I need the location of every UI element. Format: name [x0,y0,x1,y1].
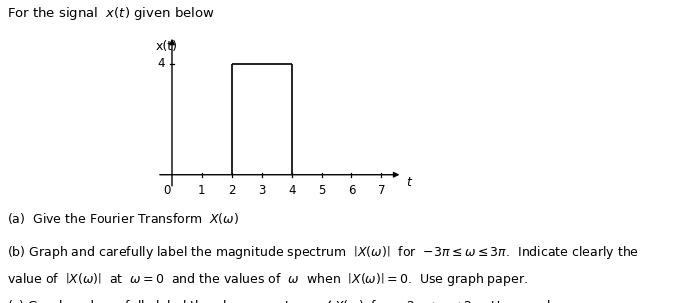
Text: 7: 7 [378,185,385,198]
Text: (c) Graph and carefully label the phase spectrum  $\angle X\left(\omega\right)$ : (c) Graph and carefully label the phase … [7,298,599,303]
Text: (b) Graph and carefully label the magnitude spectrum  $\left|X\left(\omega\right: (b) Graph and carefully label the magnit… [7,244,639,261]
Text: (a)  Give the Fourier Transform  $X\left(\omega\right)$: (a) Give the Fourier Transform $X\left(\… [7,211,239,226]
Text: For the signal  $x(t)$ given below: For the signal $x(t)$ given below [7,5,215,22]
Text: 5: 5 [318,185,325,198]
Text: value of  $\left|X\left(\omega\right)\right|$  at  $\omega = 0$  and the values : value of $\left|X\left(\omega\right)\rig… [7,271,528,288]
Text: 4: 4 [157,57,164,70]
Text: t: t [406,176,411,189]
Text: x(t): x(t) [155,40,178,53]
Text: 1: 1 [198,185,206,198]
Text: 3: 3 [258,185,265,198]
Text: 4: 4 [288,185,295,198]
Text: 2: 2 [228,185,236,198]
Text: 6: 6 [348,185,355,198]
Text: 0: 0 [163,185,170,198]
